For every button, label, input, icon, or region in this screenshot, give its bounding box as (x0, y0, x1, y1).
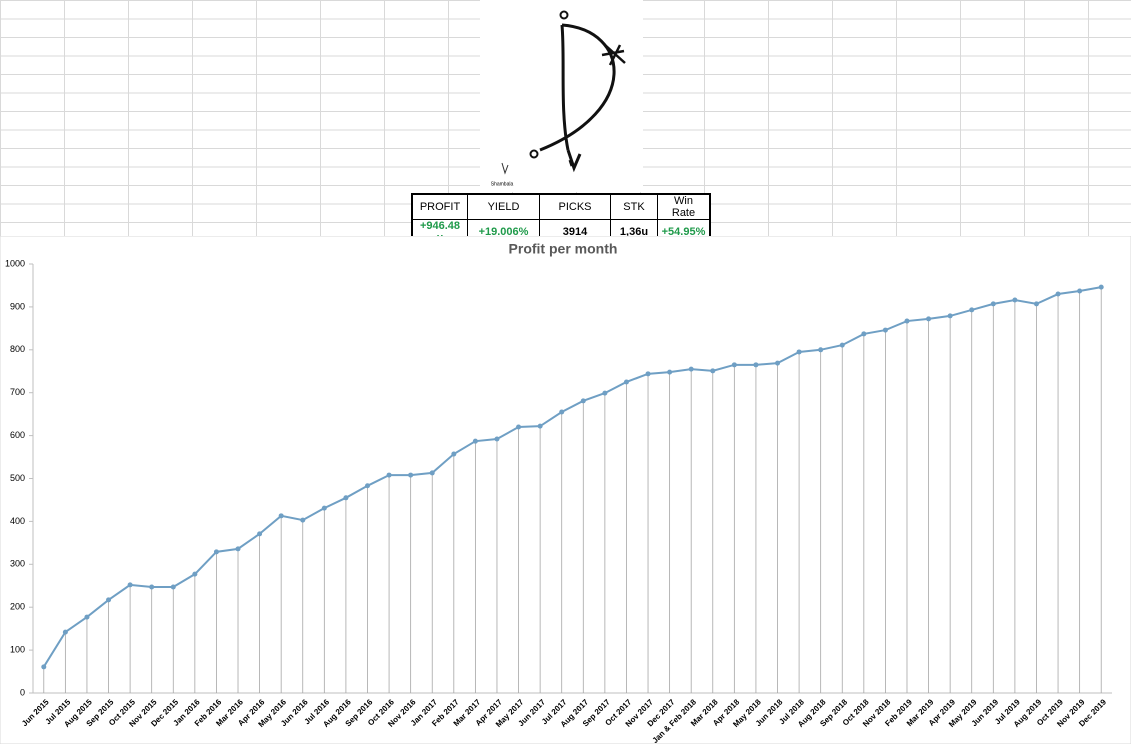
header-row: PROFIT YIELD PICKS STK Win Rate (411, 193, 711, 220)
y-tick-label: 800 (10, 344, 25, 354)
data-point (170, 584, 176, 590)
data-point (106, 597, 112, 603)
data-point (990, 301, 996, 307)
data-point (559, 409, 565, 415)
data-point (192, 571, 198, 577)
y-tick-label: 1000 (5, 258, 25, 268)
data-point (127, 582, 133, 588)
data-point (1012, 297, 1018, 303)
data-point (904, 318, 910, 324)
y-tick-label: 300 (10, 559, 25, 569)
header-cell: PICKS (539, 193, 611, 220)
y-tick-label: 0 (20, 687, 25, 697)
y-tick-label: 700 (10, 387, 25, 397)
data-point (580, 398, 586, 404)
data-point (947, 313, 953, 319)
logo-art: Shambala (491, 10, 626, 187)
data-point (278, 513, 284, 519)
data-point (818, 347, 824, 353)
chart-area (0, 236, 1131, 744)
data-point (451, 451, 457, 457)
data-point (62, 629, 68, 635)
data-point (408, 472, 414, 478)
data-point (839, 342, 845, 348)
data-point (472, 438, 478, 444)
stats-table: PROFIT YIELD PICKS STK Win Rate +946.48 … (411, 193, 711, 246)
data-point (1098, 284, 1104, 290)
y-tick-label: 600 (10, 430, 25, 440)
data-point (537, 423, 543, 429)
data-point (213, 549, 219, 555)
data-point (688, 366, 694, 372)
data-point (494, 436, 500, 442)
data-point (300, 517, 306, 523)
data-point (731, 362, 737, 368)
header-cell: YIELD (467, 193, 540, 220)
data-point (969, 307, 975, 313)
y-tick-label: 500 (10, 473, 25, 483)
data-point (710, 368, 716, 374)
y-tick-label: 400 (10, 516, 25, 526)
data-point (775, 360, 781, 366)
data-point (321, 505, 327, 511)
data-point (667, 369, 673, 375)
data-point (1033, 301, 1039, 307)
chart: Profit per month 0 100 200 300 400 500 600 700 8… (0, 236, 1131, 744)
data-point (1077, 288, 1083, 294)
logo: Shambala (480, 0, 643, 192)
data-point (602, 390, 608, 396)
data-point (257, 531, 263, 537)
data-point (149, 584, 155, 590)
y-tick-label: 200 (10, 602, 25, 612)
data-point (429, 470, 435, 476)
data-point (364, 483, 370, 489)
data-point (753, 362, 759, 368)
data-point (1055, 291, 1061, 297)
header-cell: Win Rate (657, 193, 711, 220)
y-tick-label: 100 (10, 644, 25, 654)
data-point (343, 495, 349, 501)
data-point (84, 614, 90, 620)
series-line (42, 286, 1102, 668)
data-point (645, 371, 651, 377)
data-point (861, 331, 867, 337)
data-point (235, 546, 241, 552)
data-point (386, 472, 392, 478)
data-point (41, 664, 47, 670)
data-point (623, 379, 629, 385)
logo-caption: Shambala (491, 181, 514, 187)
chart-title: Profit per month (509, 241, 618, 257)
header-cell: PROFIT (411, 193, 468, 220)
data-point (516, 424, 522, 430)
data-point (796, 349, 802, 355)
data-point (882, 327, 888, 333)
y-tick-label: 900 (10, 301, 25, 311)
header-cell: STK (610, 193, 658, 220)
data-point (926, 316, 932, 322)
